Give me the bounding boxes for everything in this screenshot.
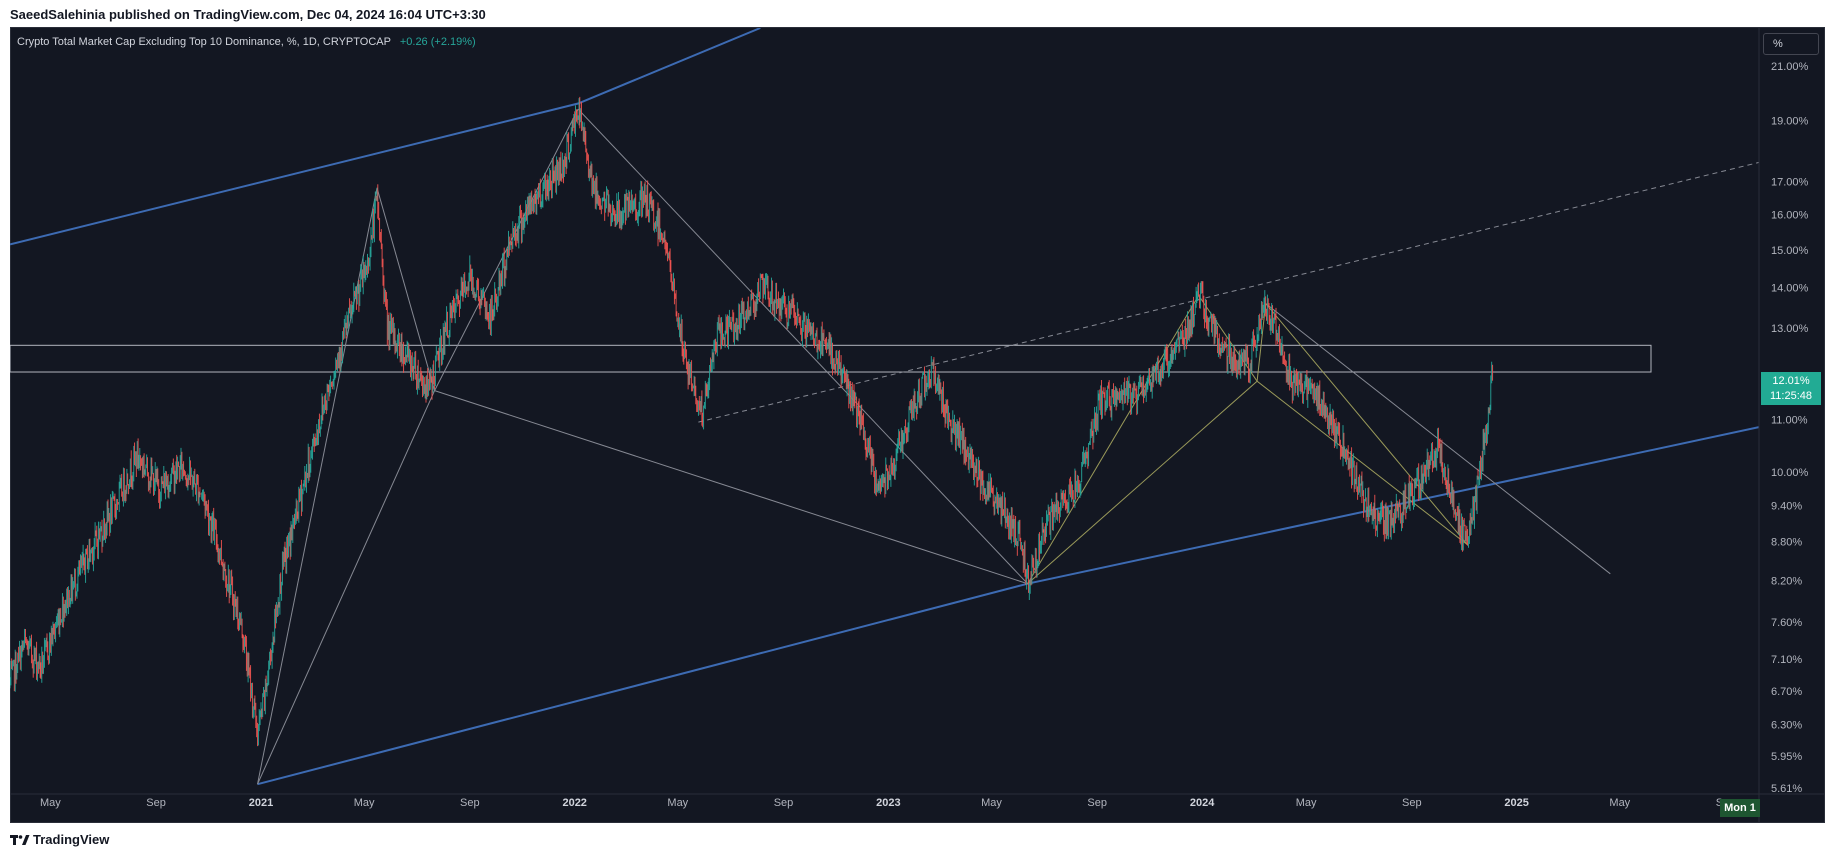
upper-channel-line: [10, 28, 761, 246]
lower-channel-line: [257, 426, 1759, 786]
x-tick-label: Sep: [1087, 797, 1107, 809]
y-tick-label: 8.80%: [1771, 537, 1802, 549]
chart-legend: Crypto Total Market Cap Excluding Top 10…: [17, 36, 476, 48]
publisher-line: SaeedSalehinia published on TradingView.…: [10, 7, 486, 22]
y-tick-label: 17.00%: [1771, 176, 1809, 188]
pattern-line: [1027, 295, 1200, 584]
tradingview-brand: TradingView: [33, 832, 110, 847]
pattern-line: [1027, 380, 1258, 585]
x-tick-label: 2024: [1190, 797, 1215, 809]
y-tick-label: 6.70%: [1771, 686, 1802, 698]
current-time-label: Mon 1: [1720, 799, 1760, 817]
drawing-layer: [10, 28, 1759, 786]
y-tick-label: 19.00%: [1771, 116, 1809, 128]
price-change: +0.26 (+2.19%): [399, 36, 476, 48]
tradingview-logo-icon: [10, 835, 30, 845]
pattern-line: [1256, 380, 1468, 546]
y-tick-label: 5.61%: [1771, 783, 1802, 795]
last-price-label: 12.01% 11:25:48: [1761, 372, 1821, 405]
x-tick-label: 2025: [1504, 797, 1528, 809]
y-tick-label: 5.95%: [1771, 751, 1802, 763]
y-tick-label: 21.00%: [1771, 61, 1809, 73]
y-tick-label: 7.10%: [1771, 654, 1802, 666]
x-tick-label: Sep: [774, 797, 794, 809]
y-tick-label: 11.00%: [1771, 415, 1808, 427]
symbol-title: Crypto Total Market Cap Excluding Top 10…: [17, 36, 391, 48]
candles-layer: [10, 96, 1494, 747]
x-tick-label: Sep: [460, 797, 480, 809]
trend-line: [376, 187, 436, 391]
y-tick-label: 7.60%: [1771, 617, 1802, 629]
x-tick-label: May: [667, 797, 688, 809]
y-tick-label: 10.00%: [1771, 467, 1809, 479]
y-tick-label: 15.00%: [1771, 245, 1809, 257]
x-tick-label: May: [354, 797, 375, 809]
trend-line: [257, 187, 378, 785]
x-tick-label: May: [1609, 797, 1630, 809]
bar-countdown: 11:25:48: [1769, 390, 1812, 402]
percent-scale-button[interactable]: %: [1763, 33, 1819, 55]
trend-line: [434, 390, 1028, 585]
pattern-line: [1265, 303, 1468, 546]
dashed-midline: [698, 161, 1759, 423]
y-tick-label: 8.20%: [1771, 575, 1802, 587]
x-tick-label: May: [40, 797, 61, 809]
x-tick-label: May: [981, 797, 1002, 809]
chart-frame[interactable]: [10, 27, 1825, 823]
y-tick-label: 13.00%: [1771, 323, 1809, 335]
x-tick-label: 2023: [876, 797, 900, 809]
header-bar: SaeedSalehinia published on TradingView.…: [0, 0, 1835, 28]
x-tick-label: Sep: [146, 797, 166, 809]
y-tick-label: 16.00%: [1771, 210, 1809, 222]
pattern-line: [1256, 303, 1267, 382]
x-tick-label: May: [1296, 797, 1317, 809]
x-tick-label: 2021: [249, 797, 273, 809]
footer-bar: TradingView: [0, 823, 1835, 857]
x-tick-label: 2022: [562, 797, 586, 809]
axes-layer: 21.00% 19.00% 17.00% 16.00% 15.00% 14.00% 13.0…: [10, 28, 1825, 822]
x-tick-label: Sep: [1402, 797, 1422, 809]
trend-line: [257, 390, 436, 785]
y-tick-label: 6.30%: [1771, 720, 1802, 732]
last-price-value: 12.01%: [1772, 375, 1810, 387]
pattern-line: [1198, 295, 1258, 382]
y-tick-label: 14.00%: [1771, 283, 1809, 295]
y-tick-label: 9.40%: [1771, 501, 1802, 513]
